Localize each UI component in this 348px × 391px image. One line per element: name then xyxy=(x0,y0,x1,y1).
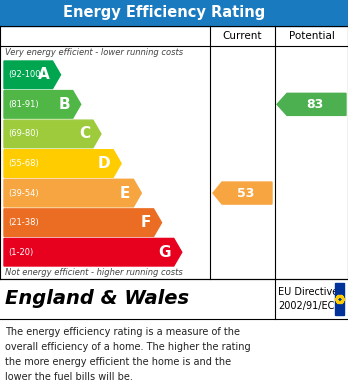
Text: The energy efficiency rating is a measure of the: The energy efficiency rating is a measur… xyxy=(5,327,240,337)
Polygon shape xyxy=(4,91,81,118)
Polygon shape xyxy=(4,61,61,89)
Polygon shape xyxy=(4,120,101,148)
Text: G: G xyxy=(158,245,171,260)
Text: (92-100): (92-100) xyxy=(8,70,44,79)
Polygon shape xyxy=(213,182,272,204)
Text: B: B xyxy=(58,97,70,112)
Bar xyxy=(0,26,348,279)
Text: Very energy efficient - lower running costs: Very energy efficient - lower running co… xyxy=(5,48,183,57)
Text: F: F xyxy=(140,215,151,230)
Text: A: A xyxy=(38,67,49,82)
Text: (69-80): (69-80) xyxy=(8,129,39,138)
Bar xyxy=(0,279,348,319)
Text: (1-20): (1-20) xyxy=(8,248,33,257)
Text: 2002/91/EC: 2002/91/EC xyxy=(278,301,334,311)
Text: Current: Current xyxy=(223,31,262,41)
Text: Energy Efficiency Rating: Energy Efficiency Rating xyxy=(63,5,265,20)
Text: the more energy efficient the home is and the: the more energy efficient the home is an… xyxy=(5,357,231,367)
Text: (21-38): (21-38) xyxy=(8,218,39,227)
Text: Potential: Potential xyxy=(288,31,334,41)
Text: 53: 53 xyxy=(237,187,254,199)
Polygon shape xyxy=(277,93,346,115)
Text: E: E xyxy=(120,186,130,201)
Text: EU Directive: EU Directive xyxy=(278,287,338,297)
Text: (81-91): (81-91) xyxy=(8,100,39,109)
Text: England & Wales: England & Wales xyxy=(5,289,189,308)
Bar xyxy=(0,0,348,26)
Polygon shape xyxy=(4,239,182,266)
Text: (55-68): (55-68) xyxy=(8,159,39,168)
Polygon shape xyxy=(4,179,141,207)
Text: overall efficiency of a home. The higher the rating: overall efficiency of a home. The higher… xyxy=(5,342,251,352)
Polygon shape xyxy=(4,150,121,177)
Text: (39-54): (39-54) xyxy=(8,188,39,197)
Bar xyxy=(335,283,344,315)
Text: lower the fuel bills will be.: lower the fuel bills will be. xyxy=(5,372,133,382)
Text: D: D xyxy=(97,156,110,171)
Text: Not energy efficient - higher running costs: Not energy efficient - higher running co… xyxy=(5,268,183,277)
Text: C: C xyxy=(79,126,90,142)
Text: 83: 83 xyxy=(306,98,323,111)
Polygon shape xyxy=(4,209,161,237)
